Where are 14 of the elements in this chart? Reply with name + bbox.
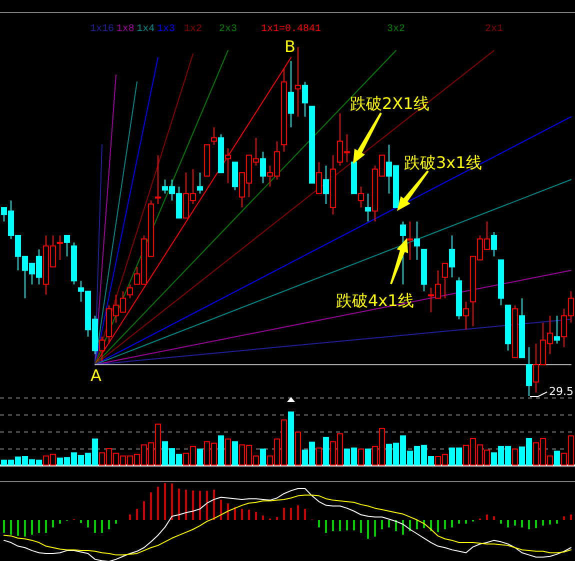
text: 1x4 bbox=[136, 24, 155, 35]
series-label: 2x3 bbox=[218, 24, 238, 35]
text: 1x16 bbox=[90, 24, 114, 35]
text: 1x8 bbox=[116, 24, 134, 35]
annotation: 29.5 bbox=[549, 385, 574, 398]
text: 1x2 bbox=[184, 24, 202, 35]
annotation: 跌破2X1线 bbox=[350, 94, 430, 113]
annotation: B bbox=[284, 37, 296, 56]
annotation: A bbox=[90, 366, 102, 385]
series-label: 2x1 bbox=[484, 24, 504, 35]
annotation: 跌破3x1线 bbox=[404, 153, 482, 172]
text: 1x3 bbox=[156, 24, 175, 35]
series-label: 3x2 bbox=[386, 24, 406, 35]
text: 1x1=0.4841 bbox=[260, 24, 322, 35]
